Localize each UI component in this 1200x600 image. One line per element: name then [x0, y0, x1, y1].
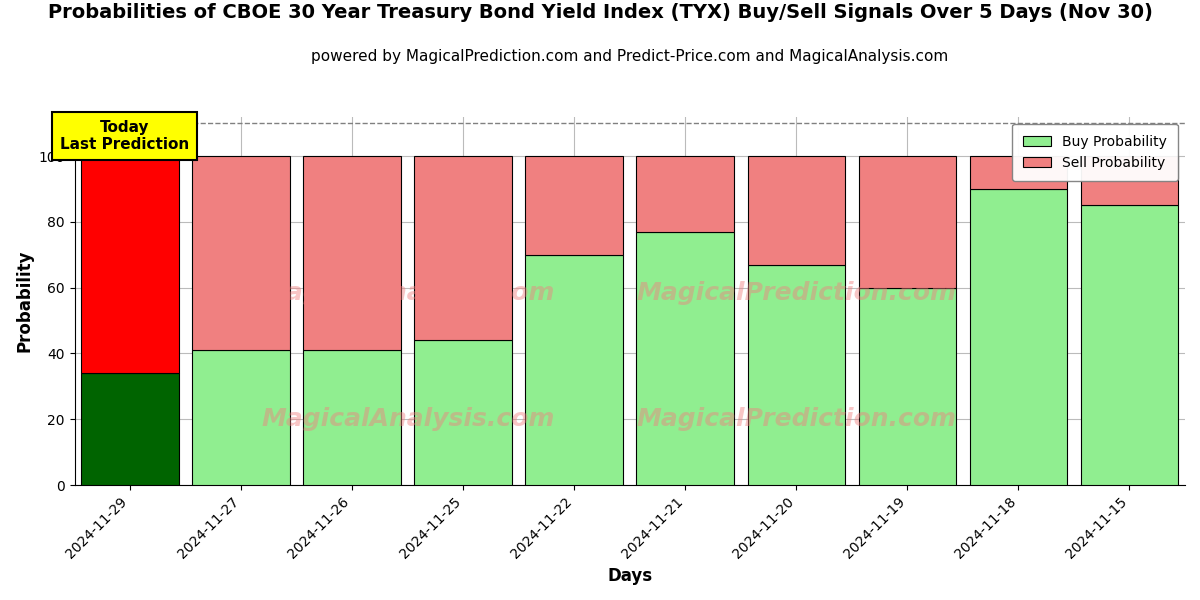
Bar: [414, 340, 512, 485]
Text: MagicalAnalysis.com: MagicalAnalysis.com: [262, 281, 554, 305]
Bar: [82, 156, 179, 373]
Legend: Buy Probability, Sell Probability: Buy Probability, Sell Probability: [1012, 124, 1178, 181]
Bar: [636, 156, 734, 232]
Title: powered by MagicalPrediction.com and Predict-Price.com and MagicalAnalysis.com: powered by MagicalPrediction.com and Pre…: [311, 49, 948, 64]
Bar: [414, 156, 512, 340]
Y-axis label: Probability: Probability: [16, 250, 34, 352]
Text: MagicalPrediction.com: MagicalPrediction.com: [636, 407, 956, 431]
Bar: [970, 189, 1067, 485]
Bar: [858, 156, 956, 287]
Bar: [304, 156, 401, 350]
Bar: [192, 350, 290, 485]
Bar: [636, 232, 734, 485]
Text: Probabilities of CBOE 30 Year Treasury Bond Yield Index (TYX) Buy/Sell Signals O: Probabilities of CBOE 30 Year Treasury B…: [48, 3, 1152, 22]
Bar: [82, 373, 179, 485]
Bar: [748, 156, 845, 265]
Bar: [748, 265, 845, 485]
Bar: [1081, 156, 1178, 205]
Bar: [304, 350, 401, 485]
Text: MagicalPrediction.com: MagicalPrediction.com: [636, 281, 956, 305]
X-axis label: Days: Days: [607, 567, 653, 585]
Text: MagicalAnalysis.com: MagicalAnalysis.com: [262, 407, 554, 431]
Bar: [192, 156, 290, 350]
Bar: [526, 255, 623, 485]
Bar: [1081, 205, 1178, 485]
Text: Today
Last Prediction: Today Last Prediction: [60, 120, 190, 152]
Bar: [858, 287, 956, 485]
Bar: [526, 156, 623, 255]
Bar: [970, 156, 1067, 189]
